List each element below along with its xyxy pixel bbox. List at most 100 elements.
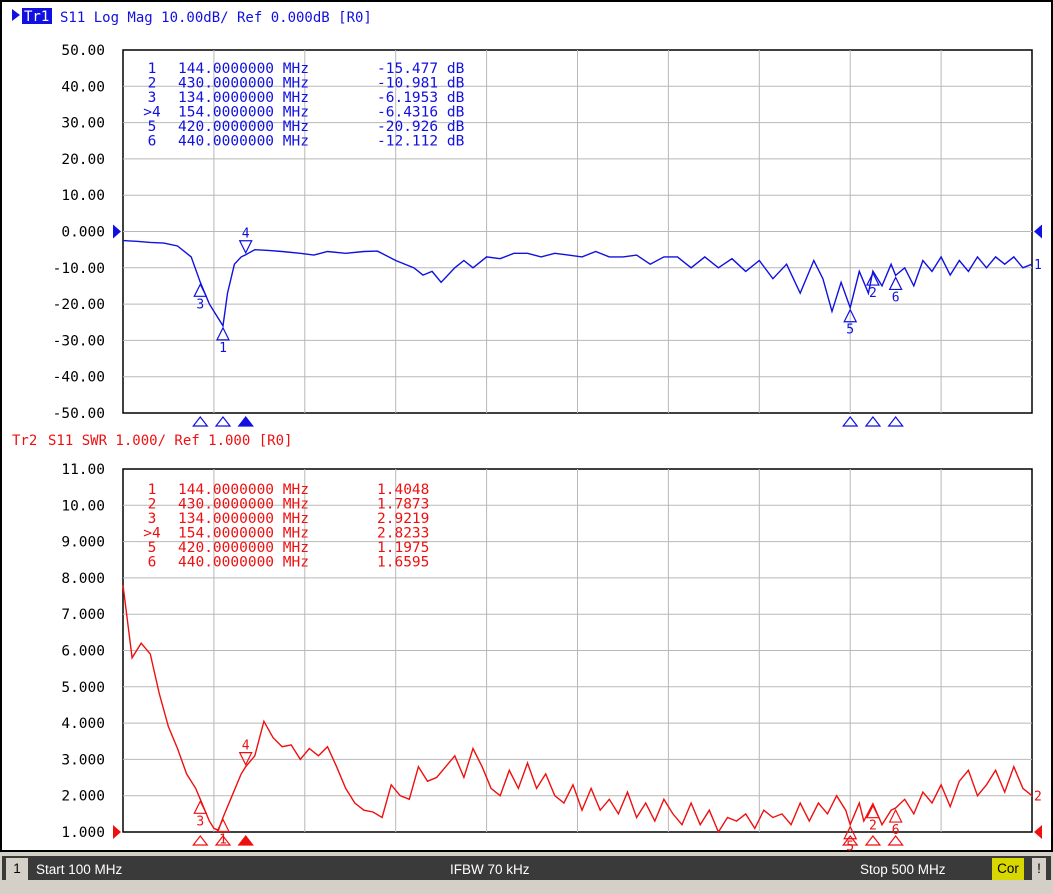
marker-table-id: 6 <box>148 134 157 150</box>
channel-indicator[interactable]: 1 <box>6 858 28 880</box>
status-bar-panel <box>2 856 1051 880</box>
trace-title: S11 Log Mag 10.00dB/ Ref 0.000dB [R0] <box>60 10 372 26</box>
marker-3: 3 <box>193 799 208 829</box>
marker-triangle-down-icon <box>238 240 253 255</box>
marker-table-id: >4 <box>143 526 161 542</box>
marker-table-value: 1.6595 <box>377 555 429 571</box>
marker-table-id: 2 <box>148 497 157 513</box>
marker-triangle-up-icon <box>216 326 230 341</box>
y-tick-label: 0.000 <box>61 225 105 241</box>
marker-3: 3 <box>193 282 208 312</box>
marker-label: 4 <box>242 739 250 754</box>
marker-table-value: 1.1975 <box>377 540 429 556</box>
marker-label: 3 <box>196 297 204 312</box>
marker-position-triangle-icon <box>887 416 904 427</box>
trace-end-label: 1 <box>1034 258 1042 273</box>
marker-position-triangle-icon <box>864 416 882 427</box>
marker-table-frequency: 134.0000000 MHz <box>178 511 309 527</box>
marker-table-value: -20.926 dB <box>377 119 465 135</box>
marker-position-triangle-icon <box>237 835 254 846</box>
marker-table-frequency: 144.0000000 MHz <box>178 482 309 498</box>
correction-badge[interactable]: Cor <box>992 858 1024 880</box>
active-trace-highlight <box>22 8 52 24</box>
marker-5: 5 <box>843 825 858 852</box>
marker-table-id: 6 <box>148 555 157 571</box>
y-tick-label: 6.000 <box>61 644 105 660</box>
stop-frequency[interactable]: Stop 500 MHz <box>860 862 946 877</box>
y-tick-label: 40.00 <box>61 79 105 95</box>
marker-position-triangle-icon <box>841 416 859 427</box>
marker-table-id: 5 <box>148 540 157 556</box>
marker-table-frequency: 154.0000000 MHz <box>178 526 309 542</box>
marker-position-triangle-icon <box>841 835 859 846</box>
marker-label: 5 <box>846 323 854 338</box>
marker-table-frequency: 430.0000000 MHz <box>178 497 309 513</box>
marker-table-frequency: 420.0000000 MHz <box>178 540 309 556</box>
y-tick-label: 10.00 <box>61 498 105 514</box>
marker-table-frequency: 134.0000000 MHz <box>178 90 309 106</box>
marker-table-id: 5 <box>148 119 157 135</box>
marker-triangle-up-icon <box>216 818 230 833</box>
marker-label: 1 <box>219 341 227 356</box>
y-tick-label: 8.000 <box>61 571 105 587</box>
marker-table-id: 3 <box>148 511 157 527</box>
marker-label: 3 <box>196 814 204 829</box>
marker-triangle-up-icon <box>865 271 880 286</box>
trace-title: S11 SWR 1.000/ Ref 1.000 [R0] <box>48 433 292 449</box>
marker-position-triangle-icon <box>864 835 882 846</box>
trace-end-label: 2 <box>1034 790 1042 805</box>
marker-triangle-down-icon <box>238 752 253 767</box>
trace-panel-1: S11 Log Mag 10.00dB/ Ref 0.000dB [R0] Tr1… <box>12 8 1042 427</box>
marker-1: 1 <box>216 818 230 847</box>
marker-table-value: 1.4048 <box>377 482 429 498</box>
marker-table-frequency: 144.0000000 MHz <box>178 61 309 77</box>
trace-panel-2: S11 SWR 1.000/ Ref 1.000 [R0] Tr2 11.00 10.… <box>12 433 1042 852</box>
start-frequency[interactable]: Start 100 MHz <box>36 862 123 877</box>
marker-table-id: 1 <box>148 482 157 498</box>
marker-table-value: 2.8233 <box>377 526 429 542</box>
marker-position-triangle-icon <box>192 416 209 427</box>
y-tick-label: 10.00 <box>61 188 105 204</box>
marker-4: 4 <box>238 739 253 767</box>
y-tick-label: -50.00 <box>53 406 105 422</box>
ifbw-readout[interactable]: IFBW 70 kHz <box>450 862 530 877</box>
y-tick-label: 20.00 <box>61 152 105 168</box>
y-tick-label: 7.000 <box>61 607 105 623</box>
marker-triangle-up-icon <box>193 799 208 814</box>
marker-2: 2 <box>865 804 880 834</box>
marker-label: 2 <box>869 286 877 301</box>
marker-triangle-up-icon <box>843 308 858 323</box>
ref-level-right-arrow-icon <box>1034 825 1042 839</box>
status-bar <box>0 852 1053 894</box>
y-tick-label: -10.00 <box>53 261 105 277</box>
marker-table-frequency: 420.0000000 MHz <box>178 119 309 135</box>
marker-table-id: 1 <box>148 61 157 77</box>
marker-position-triangle-icon <box>192 835 209 846</box>
trace-line <box>122 239 1033 328</box>
y-tick-label: 2.000 <box>61 789 105 805</box>
y-tick-label: 1.000 <box>61 825 105 841</box>
marker-triangle-up-icon <box>843 825 858 840</box>
marker-table-value: -10.981 dB <box>377 76 465 92</box>
warning-indicator[interactable]: ! <box>1032 858 1046 880</box>
y-tick-label: 9.000 <box>61 535 105 551</box>
marker-label: 6 <box>892 290 900 305</box>
trace-label: Tr1 <box>24 9 49 25</box>
y-tick-label: 11.00 <box>61 462 105 478</box>
marker-table-frequency: 154.0000000 MHz <box>178 105 309 121</box>
marker-triangle-up-icon <box>888 276 903 291</box>
y-tick-label: -20.00 <box>53 297 105 313</box>
y-tick-label: 5.000 <box>61 680 105 696</box>
marker-table-frequency: 430.0000000 MHz <box>178 76 309 92</box>
marker-table-id: >4 <box>143 105 161 121</box>
marker-6: 6 <box>888 276 903 305</box>
marker-table-id: 2 <box>148 76 157 92</box>
marker-position-triangle-icon <box>214 416 232 427</box>
marker-position-triangle-icon <box>237 416 254 427</box>
marker-2: 2 <box>865 271 880 301</box>
marker-6: 6 <box>888 808 903 838</box>
marker-label: 2 <box>869 819 877 834</box>
marker-triangle-up-icon <box>865 804 880 819</box>
active-trace-arrow-icon <box>12 9 20 21</box>
ref-level-left-arrow-icon <box>113 825 121 839</box>
